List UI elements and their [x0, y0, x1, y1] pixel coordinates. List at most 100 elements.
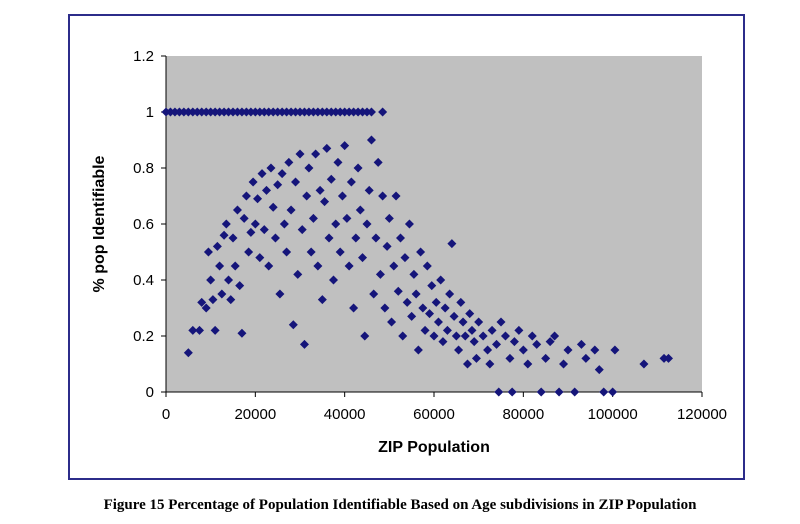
data-point [536, 387, 546, 397]
data-point [317, 295, 327, 305]
data-point [188, 325, 198, 335]
y-tick-label: 1.2 [133, 48, 154, 65]
scatter-chart: 0 0.2 0.4 0.6 0.8 1 1.2 0 20000 40000 60000 80000 1… [91, 48, 727, 456]
data-point [445, 289, 455, 299]
data-point [273, 180, 283, 190]
data-point [331, 219, 341, 229]
data-point [286, 205, 296, 215]
data-point [224, 275, 234, 285]
y-axis-title: % pop Identifiable [91, 155, 108, 292]
data-point [219, 230, 229, 240]
x-tick-label: 100000 [588, 406, 638, 423]
data-point [232, 205, 242, 215]
data-point [378, 107, 388, 117]
data-point [235, 281, 245, 291]
data-point [208, 295, 218, 305]
y-tick-label: 0 [146, 384, 154, 401]
data-point [427, 281, 437, 291]
data-point [447, 239, 457, 249]
data-point [418, 303, 428, 313]
data-point [570, 387, 580, 397]
data-point [322, 143, 332, 153]
data-point [505, 353, 515, 363]
data-point [275, 289, 285, 299]
data-point [471, 353, 481, 363]
data-point [195, 325, 204, 335]
data-point [409, 269, 419, 279]
data-points [161, 107, 673, 397]
data-point [532, 339, 542, 349]
data-point [315, 185, 325, 195]
data-point [664, 353, 673, 363]
data-point [212, 241, 222, 251]
data-point [541, 353, 551, 363]
data-point [295, 149, 305, 159]
data-point [293, 269, 303, 279]
data-point [500, 331, 510, 341]
data-point [507, 387, 517, 397]
data-point [581, 353, 591, 363]
data-point [496, 317, 506, 327]
data-point [487, 325, 497, 335]
data-point [389, 261, 399, 271]
data-point [299, 339, 309, 349]
data-point [282, 247, 292, 257]
data-point [284, 157, 294, 167]
data-point [257, 169, 267, 179]
data-point [384, 213, 394, 223]
data-point [369, 289, 379, 299]
data-point [358, 253, 368, 263]
data-point [210, 325, 220, 335]
data-point [364, 185, 374, 195]
data-point [311, 149, 321, 159]
data-point [429, 331, 439, 341]
data-point [590, 345, 600, 355]
data-point [302, 191, 312, 201]
data-point [253, 194, 263, 204]
data-point [463, 359, 472, 369]
data-point [250, 219, 260, 229]
data-point [366, 135, 376, 145]
data-point [492, 339, 502, 349]
data-point [244, 247, 254, 257]
data-point [456, 297, 466, 307]
data-point [329, 275, 338, 285]
data-point [355, 205, 365, 215]
data-point [183, 348, 193, 358]
x-tick-label: 120000 [677, 406, 727, 423]
y-tick-label: 0.4 [133, 272, 154, 289]
data-point [362, 219, 372, 229]
data-point [465, 309, 475, 319]
data-point [297, 225, 307, 235]
data-point [420, 325, 430, 335]
data-point [228, 233, 238, 243]
x-tick-label: 0 [162, 406, 170, 423]
data-point [277, 169, 287, 179]
data-point [594, 365, 604, 375]
data-point [373, 157, 383, 167]
data-point [346, 177, 356, 187]
data-point [478, 331, 488, 341]
x-tick-label: 20000 [234, 406, 276, 423]
data-point [608, 387, 618, 397]
data-point [422, 261, 432, 271]
data-point [351, 233, 361, 243]
data-point [203, 247, 213, 257]
data-point [320, 197, 330, 207]
data-point [246, 227, 256, 237]
data-point [391, 191, 401, 201]
data-point [197, 297, 207, 307]
data-point [639, 359, 649, 369]
y-tick-label: 0.6 [133, 216, 154, 233]
data-point [407, 311, 417, 321]
data-point [393, 286, 403, 296]
data-point [442, 325, 452, 335]
x-tick-label: 80000 [502, 406, 544, 423]
data-point [458, 317, 468, 327]
data-point [485, 359, 495, 369]
data-point [527, 331, 537, 341]
data-point [469, 337, 479, 347]
data-point [313, 261, 323, 271]
data-point [217, 289, 227, 299]
data-point [599, 387, 609, 397]
